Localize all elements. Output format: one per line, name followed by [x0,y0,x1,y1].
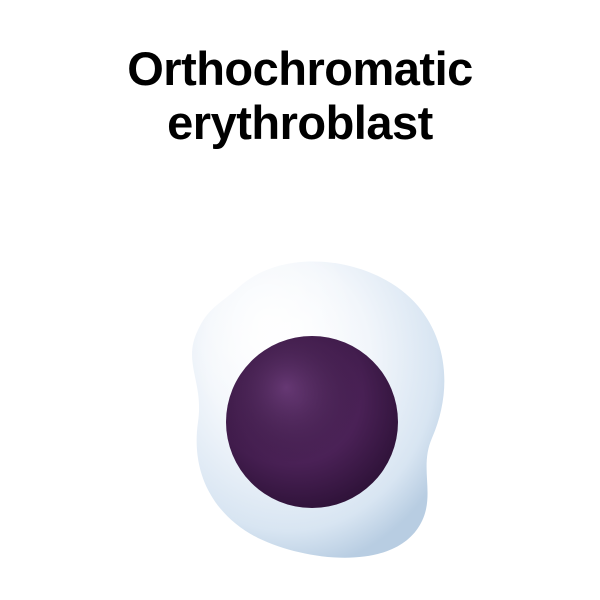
nucleus-highlight [226,336,398,508]
title-line-1: Orthochromatic [0,42,600,96]
cell-svg [180,250,450,560]
diagram-title: Orthochromatic erythroblast [0,42,600,150]
cell-diagram [180,250,450,560]
title-line-2: erythroblast [0,96,600,150]
